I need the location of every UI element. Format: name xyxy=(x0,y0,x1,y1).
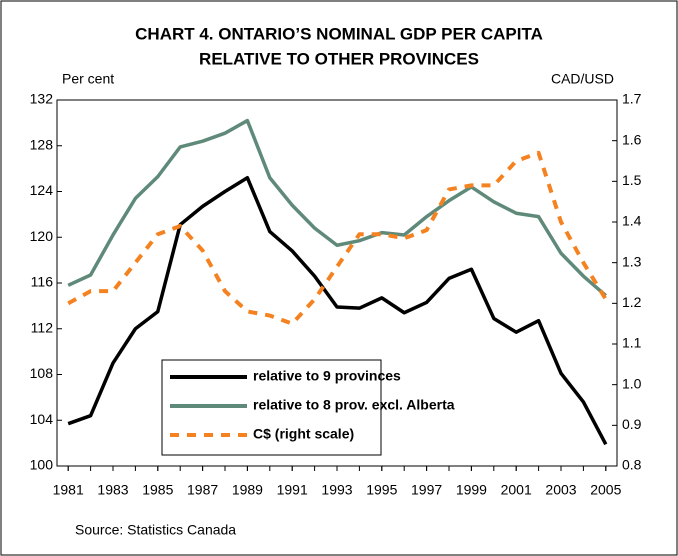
y2-tick-label: 1.5 xyxy=(622,172,642,188)
source: Source: Statistics Canada xyxy=(75,522,236,538)
x-tick-label: 2003 xyxy=(545,482,576,498)
x-tick-label: 1989 xyxy=(232,482,263,498)
y-tick-label: 124 xyxy=(30,182,54,198)
x-tick-label: 1999 xyxy=(456,482,487,498)
series-line xyxy=(67,118,607,297)
y-tick-label: 128 xyxy=(30,136,54,152)
x-tick-label: 2001 xyxy=(501,482,532,498)
y-tick-label: 116 xyxy=(31,274,54,290)
y2-tick-label: 1.2 xyxy=(622,294,642,310)
y2-tick-label: 1.6 xyxy=(622,131,642,147)
y2-tick-label: 0.9 xyxy=(622,416,642,432)
y-tick-label: 100 xyxy=(30,457,54,473)
y2-tick-label: 1.3 xyxy=(622,253,642,269)
x-tick-label: 2005 xyxy=(590,482,621,498)
y-tick-label: 112 xyxy=(31,319,54,335)
y2-tick-label: 1.1 xyxy=(622,335,642,351)
x-tick-label: 1981 xyxy=(53,482,84,498)
x-tick-label: 1987 xyxy=(187,482,218,498)
series-line xyxy=(67,150,608,326)
x-tick-label: 1995 xyxy=(366,482,397,498)
y-tick-label: 104 xyxy=(30,411,54,427)
x-tick-label: 1993 xyxy=(321,482,352,498)
legend-label: C$ (right scale) xyxy=(253,426,354,442)
y-tick-label: 108 xyxy=(30,365,54,381)
y-tick-label: 120 xyxy=(30,228,54,244)
y2-tick-label: 1.4 xyxy=(622,213,642,229)
y2-tick-label: 1.7 xyxy=(622,91,642,107)
x-tick-label: 1985 xyxy=(142,482,173,498)
y2-tick-label: 1.0 xyxy=(622,375,642,391)
x-tick-label: 1991 xyxy=(277,482,308,498)
x-tick-label: 1983 xyxy=(97,482,128,498)
y-axis-label: Per cent xyxy=(62,71,114,87)
legend-label: relative to 9 provinces xyxy=(253,368,401,384)
series-line xyxy=(67,176,608,446)
y-tick-label: 132 xyxy=(30,91,54,107)
y2-tick-label: 0.8 xyxy=(622,457,642,473)
y2-axis-label: CAD/USD xyxy=(551,71,614,87)
chart-subtitle: RELATIVE TO OTHER PROVINCES xyxy=(199,49,479,68)
chart-title: CHART 4. ONTARIO’S NOMINAL GDP PER CAPIT… xyxy=(135,24,543,43)
x-tick-label: 1997 xyxy=(411,482,442,498)
legend-label: relative to 8 prov. excl. Alberta xyxy=(253,397,455,413)
